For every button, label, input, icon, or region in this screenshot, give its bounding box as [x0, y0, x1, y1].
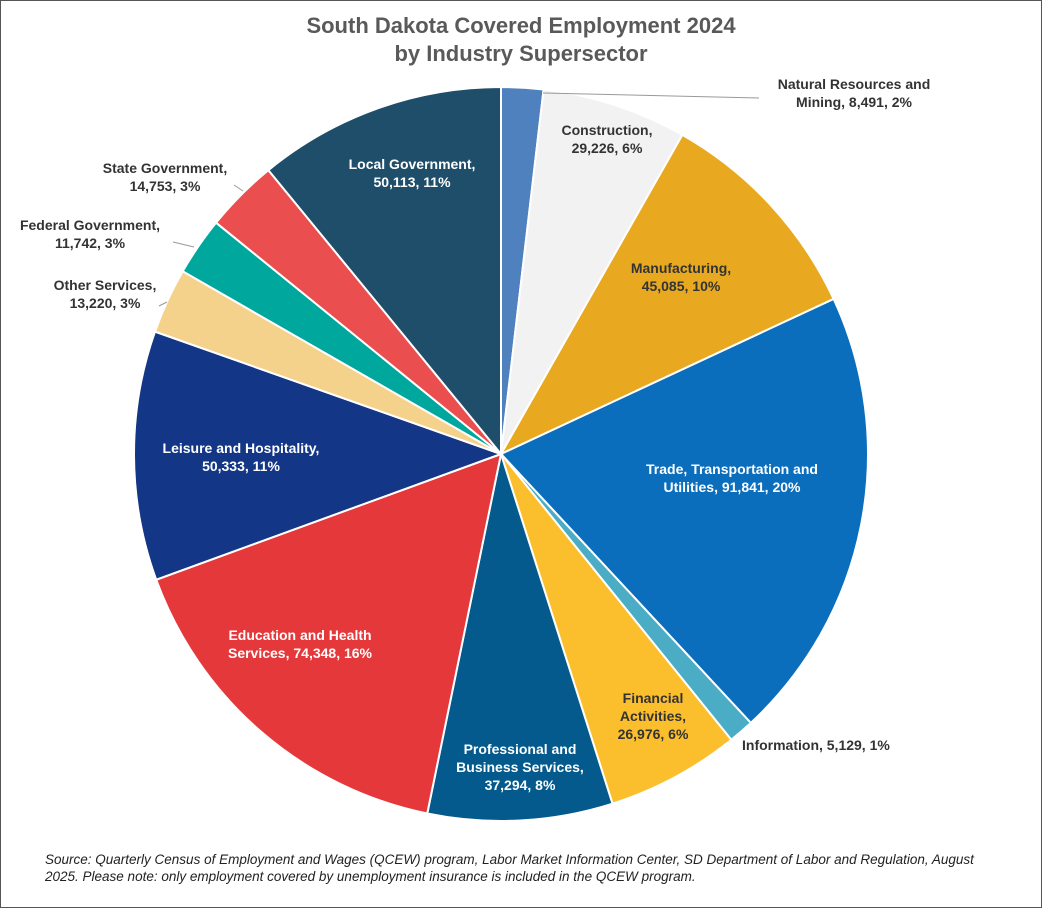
- leader-lines: [158, 92, 760, 307]
- data-label-federal-government: Federal Government, 11,742, 3%: [20, 217, 160, 251]
- data-label-construction: Construction, 29,226, 6%: [562, 122, 653, 156]
- chart-subtitle: by Industry Supersector: [394, 41, 648, 66]
- data-label-leisure-and-hospitality: Leisure and Hospitality, 50,333, 11%: [163, 440, 320, 474]
- data-label-other-services: Other Services, 13,220, 3%: [54, 277, 157, 311]
- slice-manufacturing: [498, 133, 835, 457]
- data-label-information: Information, 5,129, 1%: [742, 737, 890, 753]
- slice-leisure-and-hospitality: [133, 330, 504, 582]
- slice-education-and-health-services: [154, 452, 503, 815]
- data-label-local-government: Local Government, 50,113, 11%: [349, 156, 476, 190]
- data-label-financial-activities: Financial Activities, 26,976, 6%: [618, 690, 689, 742]
- source-note: Source: Quarterly Census of Employment a…: [45, 852, 974, 884]
- slice-trade-transportation-and-utilities: [499, 297, 869, 725]
- data-label-professional-and-business-services: Professional and Business Services, 37,294…: [456, 741, 584, 793]
- slices-layer: [133, 85, 869, 822]
- chart-title: South Dakota Covered Employment 2024: [306, 13, 736, 38]
- data-label-natural-resources-and-mining: Natural Resources and Mining, 8,491, 2%: [778, 76, 931, 110]
- leader-line-state-government: [233, 184, 244, 192]
- data-label-education-and-health-services: Education and Health Services, 74,348, 16…: [228, 627, 373, 661]
- slice-financial-activities: [500, 453, 733, 805]
- slice-local-government: [266, 85, 502, 457]
- slice-professional-and-business-services: [426, 450, 614, 822]
- leader-line-other-services: [158, 301, 168, 307]
- data-labels: Natural Resources and Mining, 8,491, 2% Co…: [20, 76, 930, 793]
- leader-line-natural-resources-and-mining: [542, 92, 760, 99]
- leader-line-federal-government: [172, 241, 195, 248]
- slice-construction: [500, 88, 684, 455]
- data-label-state-government: State Government, 14,753, 3%: [103, 160, 227, 194]
- data-label-manufacturing: Manufacturing, 45,085, 10%: [631, 260, 731, 294]
- data-label-trade-transportation-and-utilities: Trade, Transportation and Utilities, 91,8…: [646, 461, 818, 495]
